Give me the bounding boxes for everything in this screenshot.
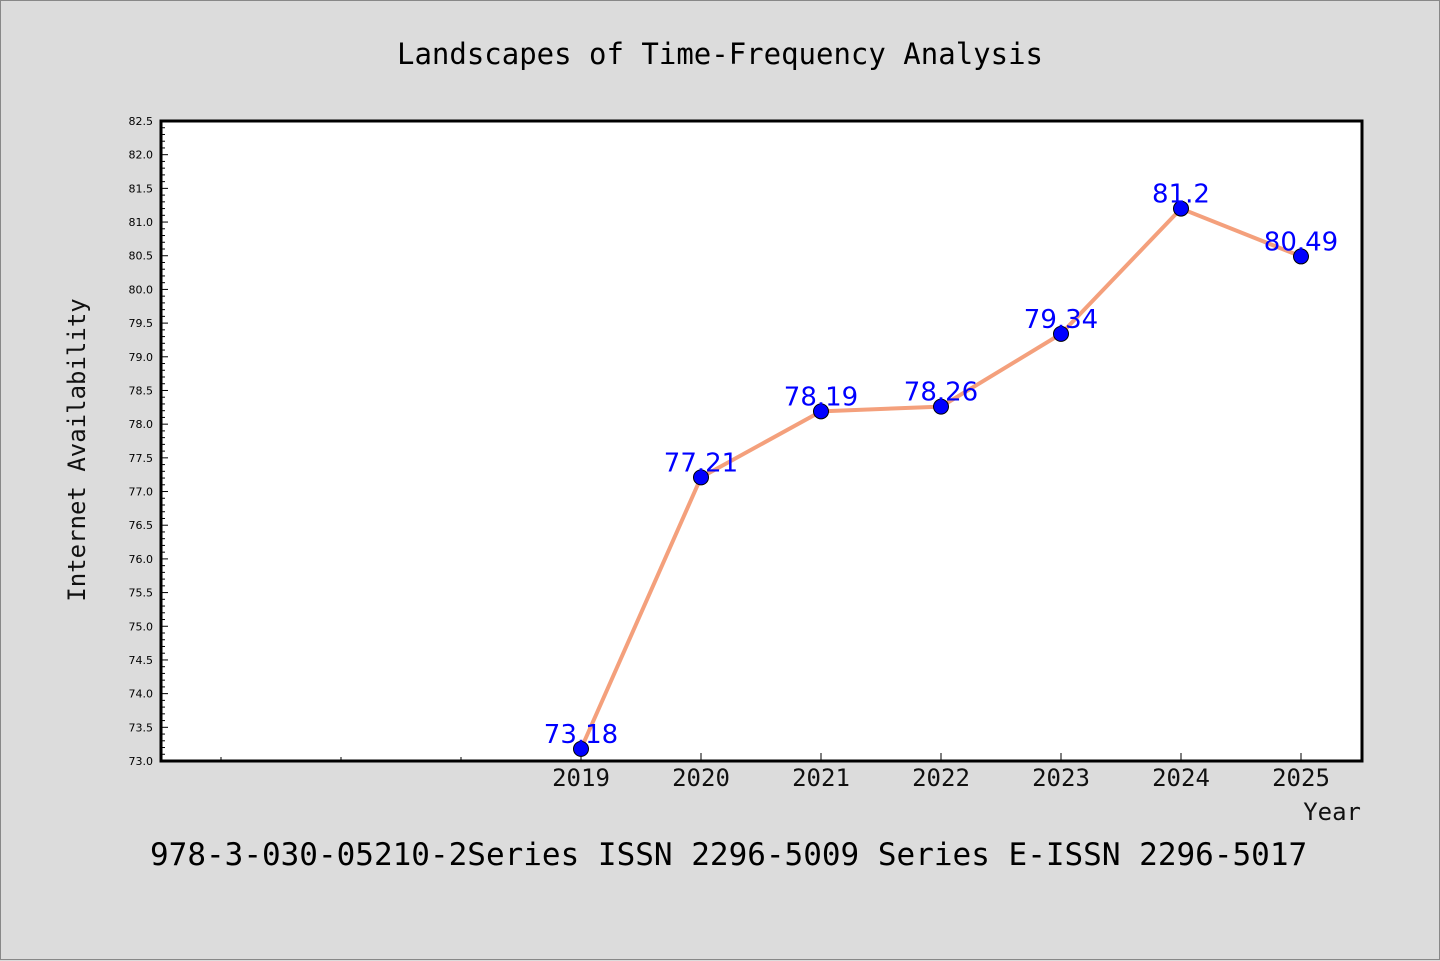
y-tick-label: 76.5 [129,519,154,532]
data-label: 80.49 [1264,227,1338,257]
data-label: 81.2 [1152,180,1210,210]
data-point [813,403,829,420]
y-tick-label: 80.0 [129,283,154,296]
y-tick-label: 80.5 [129,250,154,263]
y-tick-label: 73.0 [129,755,154,768]
x-tick-label: 2023 [1032,764,1090,792]
y-tick-label: 81.0 [129,216,154,229]
chart-title: Landscapes of Time-Frequency Analysis [397,37,1043,71]
footer-text: 978-3-030-05210-2Series ISSN 2296-5009 S… [150,837,1307,873]
data-point [1053,325,1069,342]
x-tick-label: 2024 [1152,764,1210,792]
data-label: 73.18 [544,720,618,750]
x-tick-label: 2022 [912,764,970,792]
x-axis: 2019 2020 2021 2022 2023 2024 2025 [220,753,1330,792]
data-label: 78.26 [904,378,978,408]
y-tick-label: 77.5 [129,452,154,465]
data-point [1173,200,1189,217]
data-point [1293,248,1309,265]
data-label: 77.21 [664,448,738,478]
y-tick-label: 74.0 [129,688,154,701]
y-tick-label: 74.5 [129,654,154,667]
y-tick-label: 79.5 [129,317,154,330]
data-label: 79.34 [1024,305,1098,335]
x-axis-label: Year [1303,798,1361,826]
data-point [573,740,589,757]
data-point [693,469,709,486]
x-tick-label: 2021 [792,764,850,792]
y-tick-label: 81.5 [129,182,154,195]
y-tick-label: 75.0 [129,620,154,633]
y-tick-label: 82.5 [129,115,154,128]
x-tick-label: 2025 [1272,764,1330,792]
series-layer: 73.18 77.21 78.19 78.26 79.34 81.2 80.49 [544,180,1338,757]
plot-area [159,119,1364,763]
y-axis: 73.0 73.5 74.0 74.5 75.0 75.5 76.0 76.5 77.0 77.5… [129,115,168,768]
y-tick-label: 79.0 [129,351,154,364]
y-axis-label: Internet Availability [63,298,91,601]
y-tick-label: 78.5 [129,384,154,397]
data-label: 78.19 [784,382,858,412]
y-tick-label: 75.5 [129,587,154,600]
y-tick-label: 78.0 [129,418,154,431]
y-tick-label: 77.0 [129,486,154,499]
x-tick-label: 2019 [552,764,610,792]
y-tick-label: 82.0 [129,149,154,162]
y-tick-label: 73.5 [129,721,154,734]
y-tick-label: 76.0 [129,553,154,566]
x-tick-label: 2020 [672,764,730,792]
data-point [933,398,949,415]
